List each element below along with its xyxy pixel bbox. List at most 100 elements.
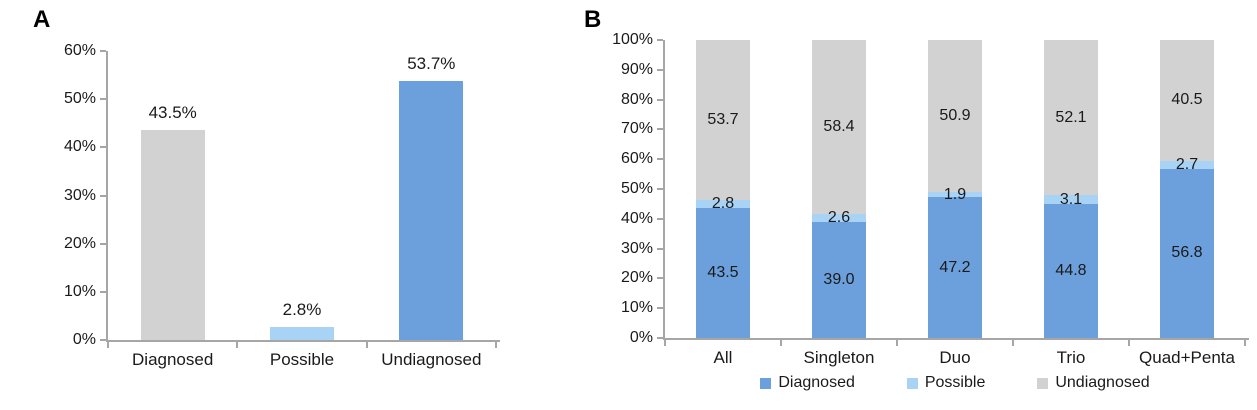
value-label-possible: 2.8% [282,299,322,319]
x-category-label-singleton: Singleton [803,348,875,367]
x-category-label-all: All [713,348,733,367]
y-axis-tick-mark [657,98,663,101]
value-label-diagnosed-duo: 47.2 [939,258,971,276]
value-label-diagnosed: 43.5% [148,103,197,123]
y-axis-tick-mark [657,128,663,131]
value-label-diagnosed-singleton: 39.0 [823,270,855,288]
x-axis-tick-mark [780,340,782,346]
segment-diagnosed-trio [1044,204,1098,338]
y-axis-tick-label: 90% [620,60,653,78]
segment-undiagnosed-trio [1044,40,1098,196]
y-axis-tick-mark [100,290,106,293]
x-axis-tick-mark [495,342,497,348]
y-axis-tick-mark [100,146,106,149]
segment-diagnosed-singleton [812,221,866,338]
y-axis-tick-label: 0% [72,331,96,348]
bar-possible [270,326,334,340]
x-category-label-trio: Trio [1056,348,1086,367]
value-label-diagnosed-quad-penta: 56.8 [1171,244,1203,262]
segment-diagnosed-all [696,208,750,338]
y-axis-tick-label: 10% [620,299,653,317]
y-axis-tick-mark [657,158,663,161]
value-label-undiagnosed-all: 53.7 [707,111,739,128]
legend-label-possible: Possible [924,374,986,391]
y-axis-tick-mark [100,242,106,245]
y-axis-tick-mark [657,188,663,190]
y-axis-tick-label: 50% [620,180,653,197]
y-axis-tick-mark [100,194,106,197]
x-axis-tick-mark [1244,340,1246,346]
segment-diagnosed-quad-penta [1160,168,1214,338]
panel-a-label: A [33,6,51,33]
y-axis-tick-mark [100,50,106,52]
y-axis-tick-label: 40% [620,209,653,227]
value-label-undiagnosed-quad-penta: 40.5 [1171,91,1203,109]
y-axis-tick-label: 70% [620,120,653,138]
panel-b-label: B [584,6,602,33]
x-axis-tick-mark [664,340,666,346]
y-axis-tick-mark [657,217,663,220]
value-label-undiagnosed-duo: 50.9 [939,106,971,124]
bar-diagnosed [140,130,205,340]
value-label-undiagnosed-trio: 52.1 [1055,108,1087,126]
segment-possible-trio [1044,195,1098,205]
chart-b-legend: Diagnosed Possible Undiagnosed [665,373,1245,393]
value-label-diagnosed-all: 43.5 [707,264,739,282]
y-axis-tick-label: 80% [620,90,653,108]
x-category-label-possible: Possible [269,350,335,369]
value-label-possible-duo: 1.9 [943,185,967,203]
y-axis-tick-label: 10% [63,282,96,300]
segment-diagnosed-duo [928,197,982,338]
y-axis-tick-label: 40% [63,138,96,156]
y-axis-tick-mark [657,68,663,71]
legend-label-undiagnosed: Undiagnosed [1055,374,1150,391]
x-axis-tick-mark [365,342,368,348]
x-category-label-quad-penta: Quad+Penta [1139,348,1235,367]
y-axis-tick-label: 20% [63,234,96,252]
segment-undiagnosed-quad-penta [1160,40,1214,161]
value-label-possible-all: 2.8 [711,195,735,213]
segment-possible-all [696,200,750,209]
legend-item-possible: Possible [906,373,986,393]
y-axis-tick-label: 0% [629,329,653,346]
x-category-label-undiagnosed: Undiagnosed [381,350,482,369]
y-axis-tick-label: 30% [620,239,653,257]
legend-item-diagnosed: Diagnosed [760,373,855,393]
x-axis-tick-mark [236,342,239,348]
y-axis-line [106,51,108,342]
y-axis-tick-mark [657,39,663,41]
y-axis-tick-label: 30% [63,186,96,204]
x-category-label-diagnosed: Diagnosed [132,350,214,369]
value-label-possible-trio: 3.1 [1059,190,1083,208]
value-label-diagnosed-trio: 44.8 [1055,262,1087,280]
value-label-undiagnosed-singleton: 58.4 [823,118,855,136]
y-axis-tick-label: 50% [63,90,96,108]
legend-item-undiagnosed: Undiagnosed [1037,373,1150,393]
y-axis-tick-label: 60% [63,42,96,59]
legend-swatch-diagnosed [760,377,772,389]
y-axis-tick-mark [657,307,663,310]
x-axis-tick-mark [1128,340,1130,346]
y-axis-tick-mark [657,247,663,250]
y-axis-line [663,40,665,340]
y-axis-tick-label: 20% [620,269,653,287]
y-axis-tick-label: 60% [620,150,653,168]
x-category-label-duo: Duo [939,348,971,367]
x-axis-tick-mark [1012,340,1014,346]
segment-undiagnosed-singleton [812,40,866,215]
y-axis-tick-mark [100,98,106,101]
segment-possible-quad-penta [1160,160,1214,169]
segment-possible-duo [928,191,982,198]
segment-possible-singleton [812,214,866,222]
bar-undiagnosed [399,81,464,340]
y-axis-tick-mark [657,337,663,339]
y-axis-tick-mark [100,339,106,341]
x-axis-line [663,338,1249,340]
value-label-possible-quad-penta: 2.7 [1175,155,1199,173]
value-label-undiagnosed: 53.7% [407,54,456,74]
legend-label-diagnosed: Diagnosed [778,374,855,391]
legend-swatch-undiagnosed [1037,377,1049,389]
